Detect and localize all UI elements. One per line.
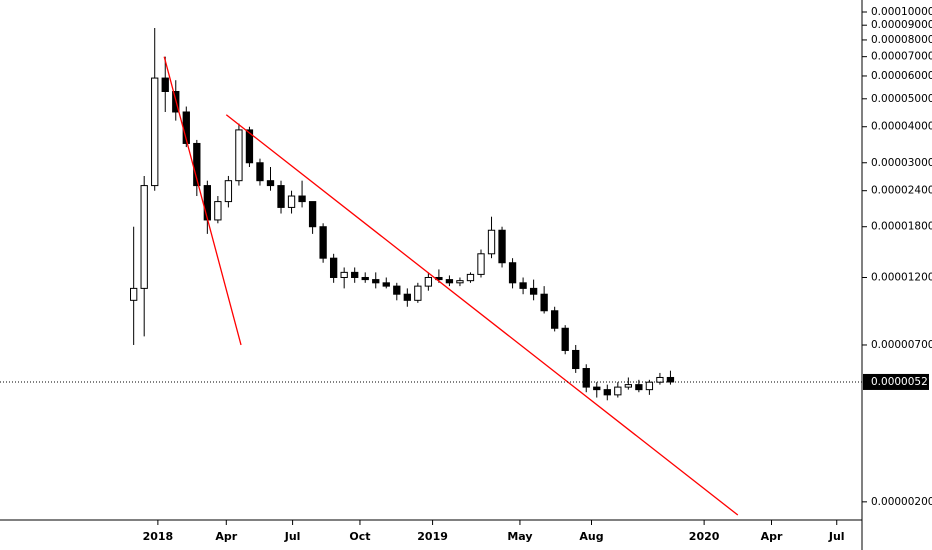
candle-body (140, 185, 148, 289)
candle-body (393, 285, 401, 295)
candle-body (256, 162, 264, 182)
y-tick-label: 0.00009000 (871, 19, 932, 31)
candle-body (372, 279, 380, 284)
candle-body (193, 142, 201, 187)
candle-body (508, 262, 517, 284)
x-tick-label: Apr (761, 530, 783, 543)
candle-body (582, 368, 590, 388)
candle-body (624, 384, 633, 388)
candle-body (224, 180, 233, 203)
candle-body (351, 271, 359, 278)
candle-body (319, 226, 327, 259)
trendline (225, 114, 739, 516)
candle-body (540, 293, 548, 312)
candle-body (340, 271, 348, 278)
x-tick-label: Jul (284, 530, 301, 543)
x-tick-label: Oct (349, 530, 370, 543)
y-tick-label: 0.00007000 (871, 51, 932, 63)
candle-body (645, 381, 654, 391)
x-tick-label: 2020 (689, 530, 720, 543)
y-tick-label: 0.00001800 (871, 221, 932, 233)
candle-body (361, 276, 369, 281)
y-tick-label: 0.00005000 (871, 93, 932, 105)
candle-body (519, 282, 527, 289)
candle-body (329, 257, 338, 278)
x-tick-label: Apr (215, 530, 237, 543)
x-tick-label: 2019 (417, 530, 448, 543)
candle-body (487, 229, 496, 255)
trendline (163, 56, 242, 346)
x-tick-label: May (507, 530, 532, 543)
candle-body (151, 77, 159, 187)
x-tick-label: 2018 (143, 530, 174, 543)
x-tick-label: Jul (828, 530, 845, 543)
candle-body (498, 229, 506, 264)
y-tick-label: 0.00010000 (871, 6, 932, 18)
x-tick-label: Aug (579, 530, 603, 543)
candle-body (203, 185, 212, 221)
y-tick-label: 0.00002400 (871, 185, 932, 197)
candle-body (477, 253, 485, 275)
candle-body (466, 273, 475, 282)
candle-body (245, 129, 254, 164)
candle-body (382, 282, 390, 287)
y-tick-label: 0.00008000 (871, 34, 932, 46)
candle-body (445, 279, 454, 284)
candle-body (424, 276, 433, 287)
candle-body (614, 386, 622, 396)
candle-body (414, 285, 422, 301)
y-tick-label: 0.00004000 (871, 121, 932, 133)
candle-body (308, 201, 317, 228)
candle-body (287, 195, 296, 208)
candle-body (403, 293, 411, 301)
candle-body (666, 376, 675, 383)
y-tick-label: 0.00000700 (871, 339, 932, 351)
candle-body (572, 349, 580, 370)
candle-body (214, 201, 222, 221)
candle-body (130, 287, 138, 301)
candle-body (561, 327, 569, 351)
y-tick-label: 0.00003000 (871, 157, 932, 169)
candle-body (603, 389, 611, 396)
y-tick-label: 0.00001200 (871, 271, 932, 283)
candle-body (266, 180, 275, 187)
candle-body (456, 280, 464, 284)
y-tick-label: 0.00000200 (871, 496, 932, 508)
candle-body (656, 376, 664, 383)
candle-body (551, 310, 559, 329)
candle-body (593, 386, 601, 391)
last-price-label: 0.00000521 (871, 376, 932, 388)
candle-body (298, 195, 306, 203)
last-price-box (863, 373, 929, 390)
candle-body (161, 77, 169, 92)
candle-body (635, 384, 643, 391)
y-tick-label: 0.00006000 (871, 70, 932, 82)
candle-body (529, 287, 538, 295)
candle-body (277, 185, 285, 208)
candle-body (235, 129, 243, 182)
